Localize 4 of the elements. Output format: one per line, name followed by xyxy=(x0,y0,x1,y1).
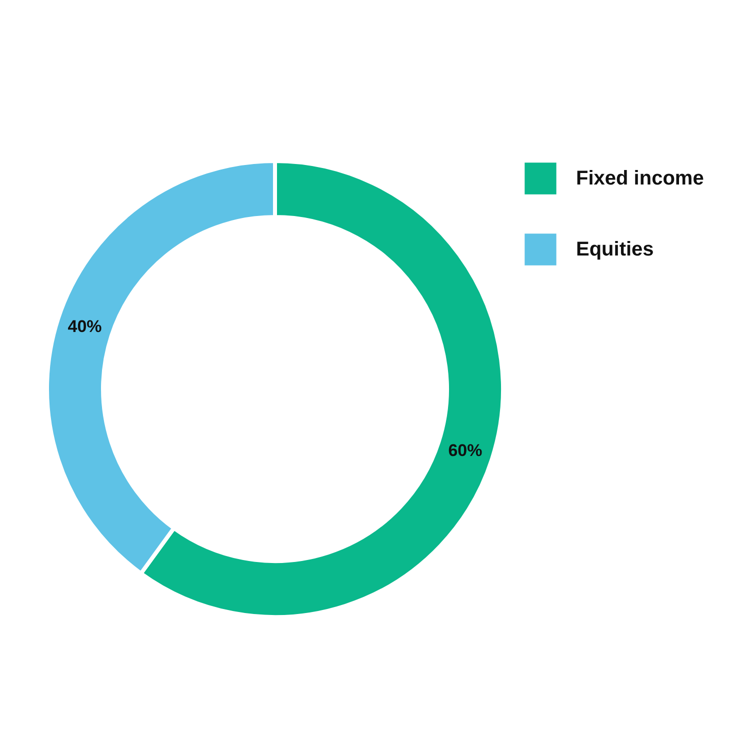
legend-label: Fixed income xyxy=(576,168,704,190)
data-label: 60% xyxy=(448,440,482,460)
legend-label: Equities xyxy=(576,238,654,260)
data-label: 40% xyxy=(68,317,102,336)
